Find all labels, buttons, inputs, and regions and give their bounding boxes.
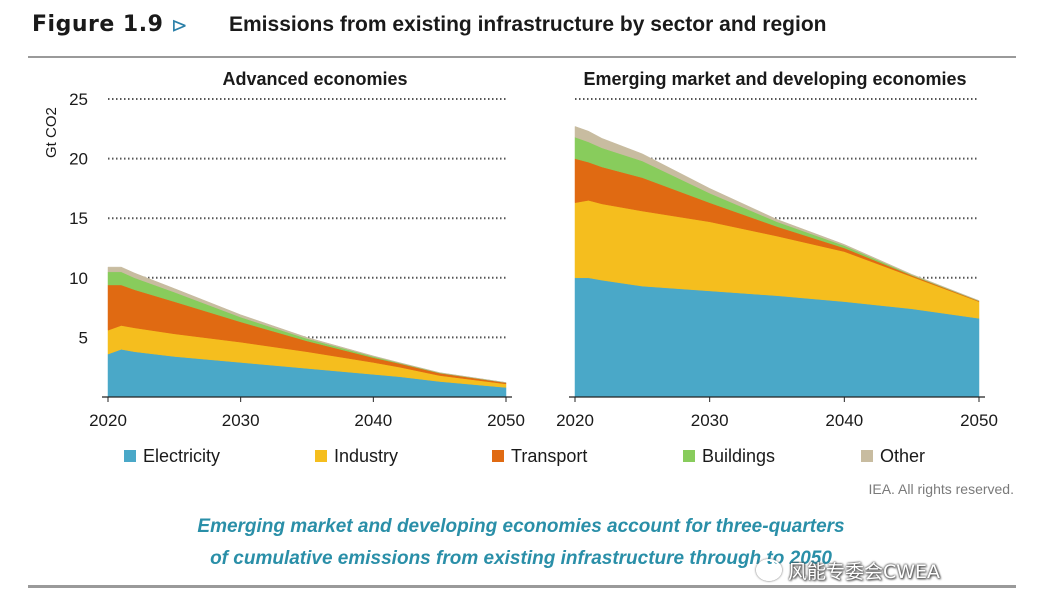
legend-swatch-industry (315, 450, 327, 462)
x-tick-label: 2030 (691, 411, 729, 430)
figure-header: Figure 1.9 ⊳ Emissions from existing inf… (0, 0, 1042, 58)
wechat-icon (756, 559, 782, 581)
x-tick-label: 2020 (556, 411, 594, 430)
watermark-text: 风能专委会CWEA (788, 561, 941, 583)
x-tick-label: 2040 (354, 411, 392, 430)
figure-title: Emissions from existing infrastructure b… (229, 13, 827, 36)
legend-label-transport: Transport (511, 446, 587, 466)
x-tick-label: 2030 (222, 411, 260, 430)
chart-panel-1: Advanced economies 2020 2030 2040 2050 5 10 15 2… (43, 69, 525, 430)
y-tick-label: 5 (79, 328, 88, 347)
y-axis-label: Gt CO2 (43, 107, 60, 158)
y-tick-label: 20 (69, 150, 88, 169)
panel-title: Advanced economies (222, 69, 407, 89)
y-tick-label: 10 (69, 269, 88, 288)
y-tick-label: 25 (69, 90, 88, 109)
x-tick-label: 2040 (825, 411, 863, 430)
x-tick-label: 2050 (487, 411, 525, 430)
legend-swatch-electricity (124, 450, 136, 462)
emissions-chart: Advanced economies 2020 2030 2040 2050 5 10 15 2… (43, 69, 998, 466)
legend-swatch-buildings (683, 450, 695, 462)
figure-arrow-icon: ⊳ (171, 13, 188, 37)
x-tick-label: 2020 (89, 411, 127, 430)
watermark: 风能专委会CWEA (756, 557, 940, 584)
bottom-divider (28, 585, 1016, 588)
figure-label: Figure 1.9 (32, 12, 164, 37)
credit-text: IEA. All rights reserved. (868, 481, 1014, 497)
area-other (574, 126, 980, 302)
legend-label-buildings: Buildings (702, 446, 775, 466)
x-tick-label: 2050 (960, 411, 998, 430)
area-other (107, 266, 507, 383)
legend-swatch-transport (492, 450, 504, 462)
legend-swatch-other (861, 450, 873, 462)
y-tick-label: 15 (69, 209, 88, 228)
legend-label-industry: Industry (334, 446, 398, 466)
caption-line-2: of cumulative emissions from existing in… (210, 548, 832, 569)
chart-panel-2: Emerging market and developing economies… (556, 69, 998, 430)
legend-label-electricity: Electricity (143, 446, 220, 466)
panel-title: Emerging market and developing economies (583, 69, 966, 89)
chart-legend: Electricity Industry Transport Buildings Oth… (124, 446, 925, 466)
top-divider (28, 56, 1016, 58)
caption-line-1: Emerging market and developing economies… (197, 516, 845, 537)
legend-label-other: Other (880, 446, 925, 466)
